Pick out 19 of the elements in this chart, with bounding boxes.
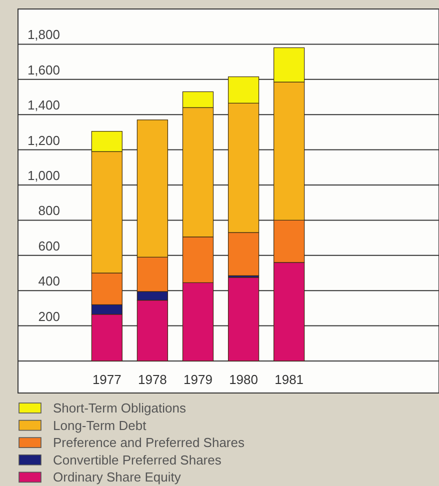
y-tick-label: 200	[38, 308, 60, 324]
legend-label: Long-Term Debt	[53, 418, 147, 433]
x-tick-label: 1981	[274, 372, 304, 387]
y-tick-label: 1,600	[27, 62, 60, 78]
y-tick-label: 1,800	[27, 27, 60, 42]
y-tick-label: 400	[38, 274, 60, 289]
y-tick-label: 600	[38, 238, 60, 254]
legend-label: Convertible Preferred Shares	[53, 452, 222, 468]
x-tick-label: 1977	[92, 372, 122, 387]
y-tick-label: 800	[38, 203, 60, 218]
legend-label: Ordinary Share Equity	[53, 470, 182, 485]
y-tick-label: 1,200	[27, 132, 60, 148]
legend-label: Short-Term Obligations	[53, 400, 186, 416]
legend-label: Preference and Preferred Shares	[53, 435, 245, 450]
x-tick-label: 1978	[138, 372, 167, 387]
y-tick-label: 1,400	[27, 98, 60, 113]
x-tick-label: 1980	[229, 372, 258, 387]
y-tick-label: 1,000	[27, 168, 60, 183]
x-tick-label: 1979	[184, 372, 212, 387]
